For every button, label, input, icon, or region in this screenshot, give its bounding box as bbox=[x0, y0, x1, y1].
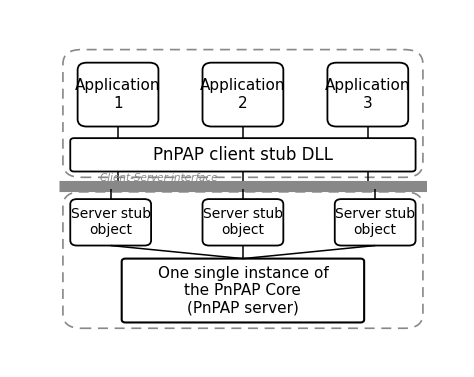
Text: PnPAP client stub DLL: PnPAP client stub DLL bbox=[153, 146, 333, 164]
Text: Application
2: Application 2 bbox=[200, 78, 286, 111]
Text: Client-Server interface: Client-Server interface bbox=[100, 173, 217, 182]
FancyBboxPatch shape bbox=[70, 199, 151, 245]
Text: Server stub
object: Server stub object bbox=[203, 207, 283, 238]
Text: Application
3: Application 3 bbox=[325, 78, 410, 111]
FancyBboxPatch shape bbox=[202, 199, 283, 245]
FancyBboxPatch shape bbox=[335, 199, 416, 245]
Text: Server stub
object: Server stub object bbox=[71, 207, 151, 238]
FancyBboxPatch shape bbox=[202, 63, 283, 127]
FancyBboxPatch shape bbox=[328, 63, 408, 127]
FancyBboxPatch shape bbox=[122, 259, 364, 322]
Text: One single instance of
the PnPAP Core
(PnPAP server): One single instance of the PnPAP Core (P… bbox=[157, 266, 328, 316]
Text: Server stub
object: Server stub object bbox=[335, 207, 415, 238]
FancyBboxPatch shape bbox=[78, 63, 158, 127]
Text: Application
1: Application 1 bbox=[75, 78, 161, 111]
FancyBboxPatch shape bbox=[70, 138, 416, 172]
